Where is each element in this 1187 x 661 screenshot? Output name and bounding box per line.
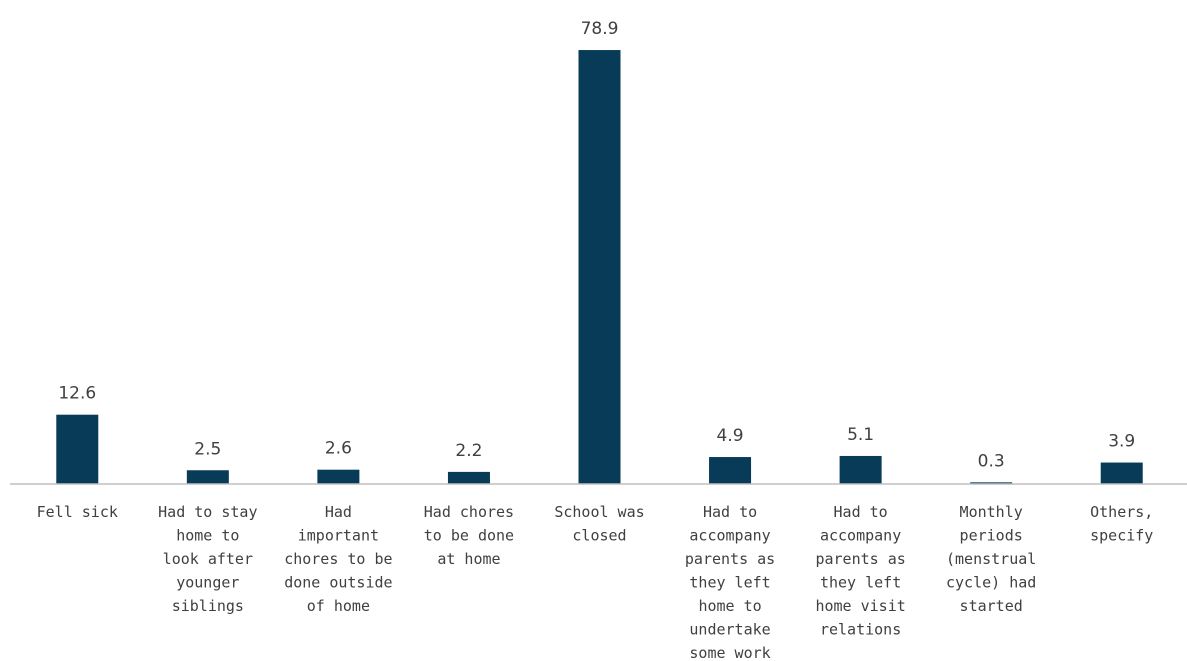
value-label-5: 4.9 [717, 426, 744, 446]
category-label-7: Monthly periods (menstrual cycle) had starte… [946, 503, 1036, 615]
value-label-1: 2.5 [194, 439, 221, 459]
category-label-8: Others, specify [1090, 503, 1153, 545]
bar-5 [709, 457, 752, 484]
category-labels-layer: Fell sick Had to stay home to look after you… [37, 503, 1154, 661]
bars-layer [56, 50, 1143, 485]
category-label-4: School was closed [554, 503, 644, 545]
value-label-3: 2.2 [455, 441, 482, 461]
value-label-4: 78.9 [581, 19, 619, 39]
category-label-3: Had chores to be done at home [424, 503, 514, 568]
bar-2 [317, 469, 360, 484]
value-label-8: 3.9 [1108, 432, 1135, 452]
value-label-7: 0.3 [978, 451, 1005, 471]
bar-6 [839, 455, 882, 484]
category-label-1: Had to stay home to look after younger sibli… [158, 503, 257, 615]
value-labels-layer: 12.6 2.5 2.6 2.2 78.9 4.9 5.1 0.3 3.9 [58, 19, 1135, 471]
category-label-0: Fell sick [37, 503, 118, 521]
value-label-2: 2.6 [325, 439, 352, 459]
value-label-0: 12.6 [58, 384, 96, 404]
bar-0 [56, 414, 99, 484]
bar-1 [186, 470, 229, 484]
bar-3 [447, 471, 490, 484]
category-label-6: Had to accompany parents as they left home v… [815, 503, 905, 639]
value-label-6: 5.1 [847, 425, 874, 445]
category-label-2: Had important chores to be done outside of h… [284, 503, 392, 615]
bar-8 [1100, 462, 1143, 484]
bar-4 [578, 50, 621, 485]
bar-7 [970, 482, 1013, 484]
category-label-5: Had to accompany parents as they left home t… [685, 503, 775, 661]
